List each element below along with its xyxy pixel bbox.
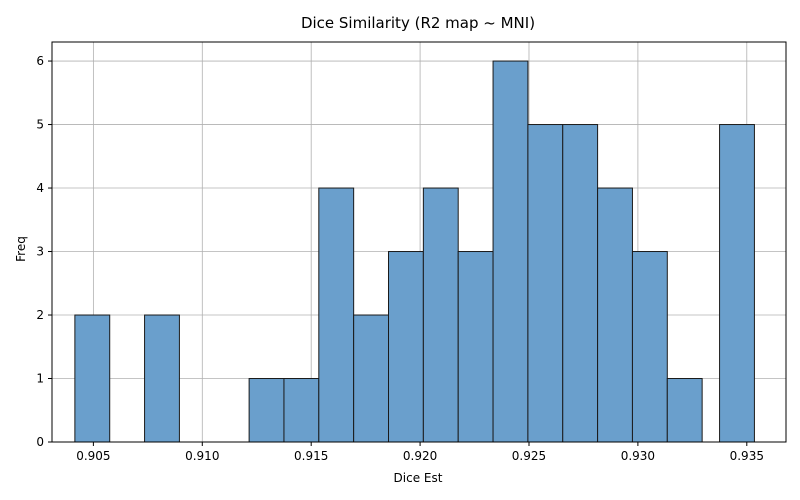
y-axis-ticks: 0 1 2 3 4 5 6 [36, 54, 52, 449]
y-tick-label: 1 [36, 372, 44, 386]
histogram-bar [492, 60, 529, 443]
x-tick-label: 0.920 [403, 449, 437, 463]
y-tick-label: 5 [36, 118, 44, 132]
x-tick-label: 0.930 [621, 449, 655, 463]
y-tick-label: 0 [36, 435, 44, 449]
histogram-bar [562, 124, 599, 443]
plot-frame [51, 41, 787, 443]
histogram-bar [248, 378, 285, 443]
histogram-bar [74, 314, 111, 443]
histogram-bar [318, 187, 355, 443]
histogram-bar [527, 124, 564, 443]
histogram-bar [719, 124, 755, 443]
y-tick-label: 6 [36, 54, 44, 68]
y-tick-label: 2 [36, 308, 44, 322]
x-tick-label: 0.935 [730, 449, 764, 463]
histogram-bar [631, 251, 668, 443]
histogram-bar [353, 314, 390, 443]
histogram-bar [388, 251, 424, 443]
x-tick-label: 0.910 [185, 449, 219, 463]
x-axis-ticks: 0.905 0.910 0.915 0.920 0.925 0.930 0.935 [76, 442, 764, 463]
histogram-bar [144, 314, 180, 443]
y-tick-label: 4 [36, 181, 44, 195]
x-tick-label: 0.915 [294, 449, 328, 463]
histogram-bar [422, 187, 459, 443]
x-tick-label: 0.905 [76, 449, 110, 463]
y-tick-label: 3 [36, 245, 44, 259]
histogram-bar [283, 378, 320, 443]
bars [74, 60, 755, 443]
histogram-bar [666, 378, 703, 443]
x-axis-label: Dice Est [394, 471, 443, 485]
histogram-bar [597, 187, 633, 443]
x-tick-label: 0.925 [512, 449, 546, 463]
chart-title: Dice Similarity (R2 map ~ MNI) [301, 14, 535, 32]
histogram-bar [457, 251, 494, 443]
y-axis-label: Freq [14, 236, 28, 262]
